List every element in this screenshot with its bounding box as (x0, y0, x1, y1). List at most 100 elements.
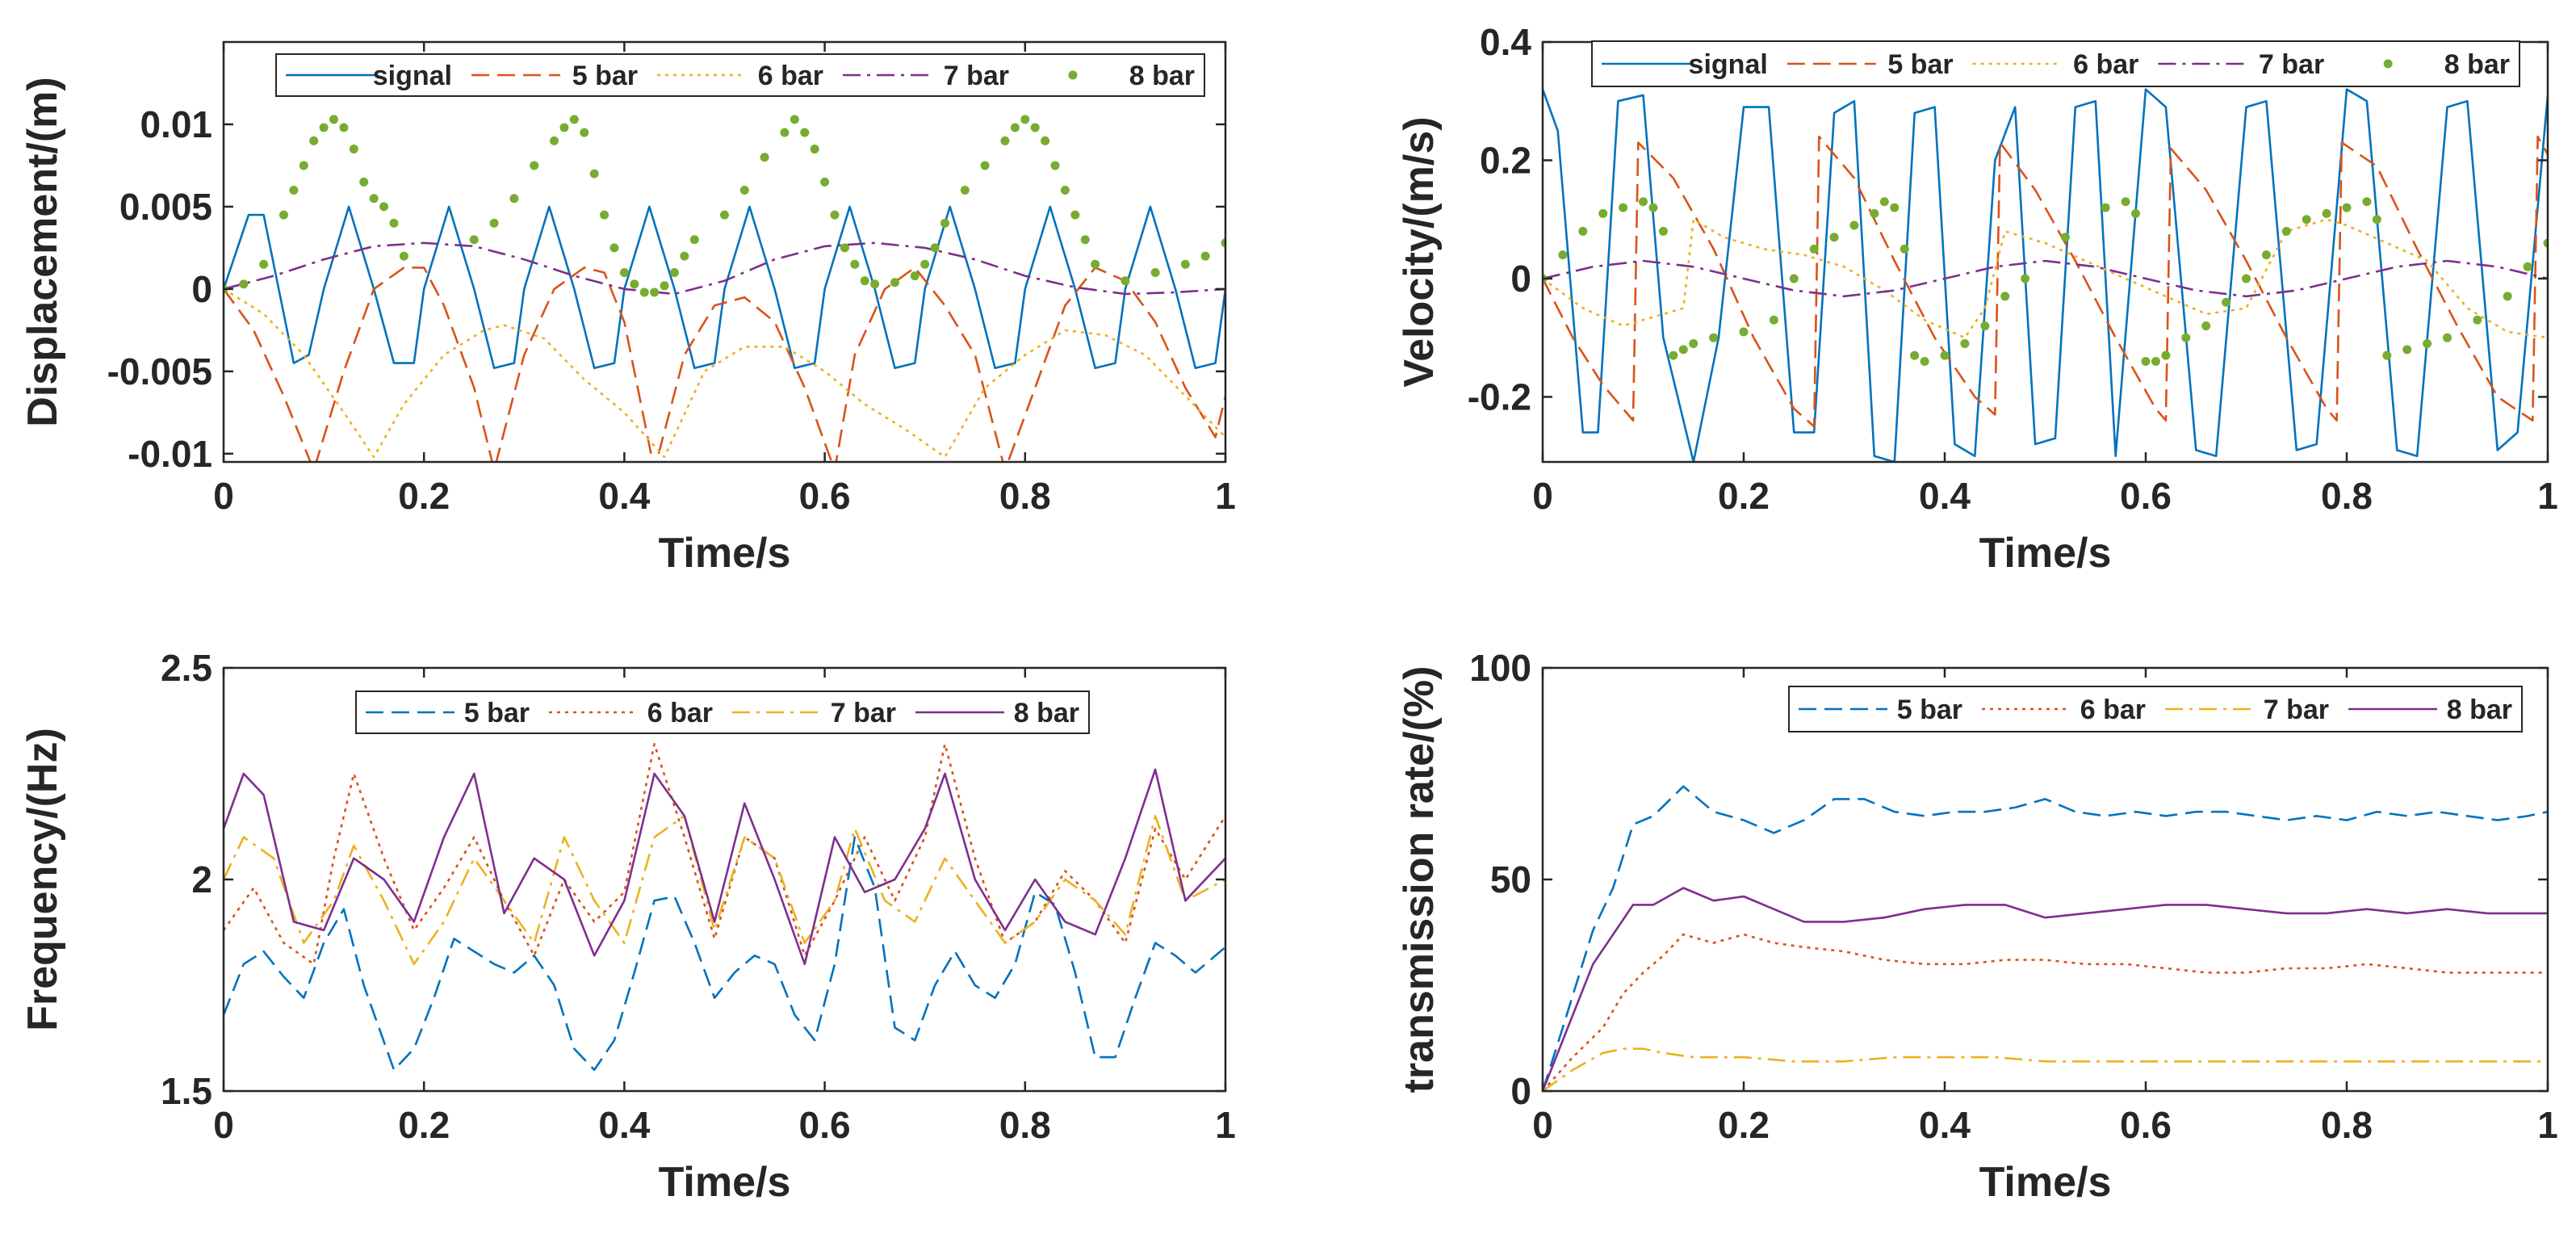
data-point (1150, 267, 1160, 277)
data-point (1578, 226, 1588, 236)
x-tick-label: 0.2 (1718, 475, 1770, 517)
data-point (2131, 208, 2141, 218)
x-tick-label: 0.2 (398, 1104, 450, 1146)
data-point (870, 279, 880, 289)
x-tick-label: 0.8 (2321, 475, 2373, 517)
data-point (2523, 262, 2532, 271)
x-tick-label: 0 (1532, 475, 1553, 517)
legend-label: 5 bar (572, 61, 638, 91)
chart-panel-2: 0 0.2 0.4 0.6 0.8 1-0.200.20.4Time/sVelocity/… (1396, 21, 2558, 577)
chart-panel-3: 0 0.2 0.4 0.6 0.8 1 1.5 2 2.5 Time/s Frequency/(Hz… (19, 647, 1236, 1206)
data-point (720, 210, 729, 220)
data-point (1030, 123, 1040, 132)
data-point (530, 161, 539, 170)
chart-panel-4: 0 0.2 0.4 0.6 0.8 1 0 50 100 Time/s transmission r… (1396, 647, 2558, 1206)
x-axis-label: Time/s (659, 530, 791, 577)
data-point (930, 243, 940, 253)
legend-label: 5 bar (1897, 695, 1962, 725)
data-point (2181, 333, 2191, 342)
data-point (2322, 208, 2331, 218)
data-point (760, 153, 769, 162)
series-line-6-bar (1543, 933, 2548, 1091)
data-point (569, 115, 579, 124)
data-point (2382, 350, 2392, 360)
data-point (790, 115, 799, 124)
data-point (780, 128, 790, 137)
legend-label: 6 bar (2073, 49, 2138, 80)
data-point (379, 202, 389, 212)
legend-marker (2383, 59, 2393, 69)
data-point (619, 267, 629, 277)
x-tick-label: 0.6 (2120, 475, 2172, 517)
legend-label: signal (373, 61, 452, 91)
data-point (1870, 208, 1879, 218)
data-point (329, 115, 339, 124)
legend-label: 8 bar (2447, 695, 2512, 725)
data-point (1200, 251, 1210, 261)
y-tick-label: 0 (191, 268, 212, 310)
data-point (349, 145, 358, 154)
data-point (1709, 333, 1719, 342)
data-point (2302, 215, 2311, 225)
legend-label: 6 bar (647, 698, 713, 728)
data-point (2503, 292, 2512, 301)
data-point (1020, 115, 1030, 124)
data-point (309, 136, 319, 145)
y-tick-label: 0 (1510, 1070, 1531, 1112)
y-tick-label: 0.01 (140, 103, 212, 145)
x-axis-label: Time/s (1979, 1159, 2112, 1206)
series-line-signal (224, 205, 1225, 370)
series-line-8-bar (224, 768, 1225, 966)
x-tick-label: 0.4 (598, 1104, 650, 1146)
data-point (1910, 350, 1920, 360)
data-point (680, 251, 689, 261)
data-point (689, 235, 699, 245)
y-tick-label: 2.5 (161, 647, 212, 689)
data-point (1809, 244, 1819, 254)
data-point (1221, 238, 1225, 248)
data-point (1050, 161, 1060, 170)
x-tick-label: 0.6 (799, 475, 851, 517)
axes-frame (222, 40, 1227, 464)
x-tick-label: 0.8 (999, 1104, 1051, 1146)
x-tick-label: 0.4 (1919, 475, 1971, 517)
data-point (1900, 244, 1909, 254)
series-line-5-bar (224, 267, 1225, 462)
data-point (2060, 233, 2070, 242)
data-point (890, 278, 899, 288)
data-point (840, 243, 849, 253)
series-line-5-bar (1543, 785, 2548, 1091)
data-point (2473, 315, 2482, 325)
series-group (224, 115, 1225, 462)
series-group (1543, 88, 2548, 462)
x-axis-label: Time/s (1979, 530, 2112, 577)
data-point (1060, 186, 1070, 195)
y-axis-label: Frequency/(Hz) (19, 728, 66, 1031)
data-point (600, 210, 609, 220)
x-tick-label: 0 (1532, 1104, 1553, 1146)
x-tick-label: 0.6 (2120, 1104, 2172, 1146)
data-point (239, 279, 249, 289)
series-line-5-bar (224, 836, 1225, 1072)
data-point (1041, 136, 1050, 145)
data-point (1180, 259, 1190, 269)
data-point (589, 169, 599, 178)
data-point (369, 194, 379, 204)
data-point (259, 259, 269, 269)
data-point (1940, 350, 1950, 360)
data-point (2021, 274, 2030, 283)
data-point (2000, 292, 2010, 301)
series-line-7-bar (224, 241, 1225, 296)
data-point (910, 271, 919, 281)
data-point (810, 145, 819, 154)
x-tick-label: 1 (2537, 1104, 2558, 1146)
data-point (2543, 238, 2548, 248)
data-point (2201, 321, 2211, 331)
legend: 5 bar 6 bar 7 bar 8 bar (355, 690, 1090, 734)
series-line-7-bar (1543, 1047, 2548, 1091)
data-point (1080, 235, 1090, 245)
data-point (339, 123, 349, 132)
data-point (289, 186, 299, 195)
data-point (319, 123, 329, 132)
data-point (860, 276, 869, 286)
